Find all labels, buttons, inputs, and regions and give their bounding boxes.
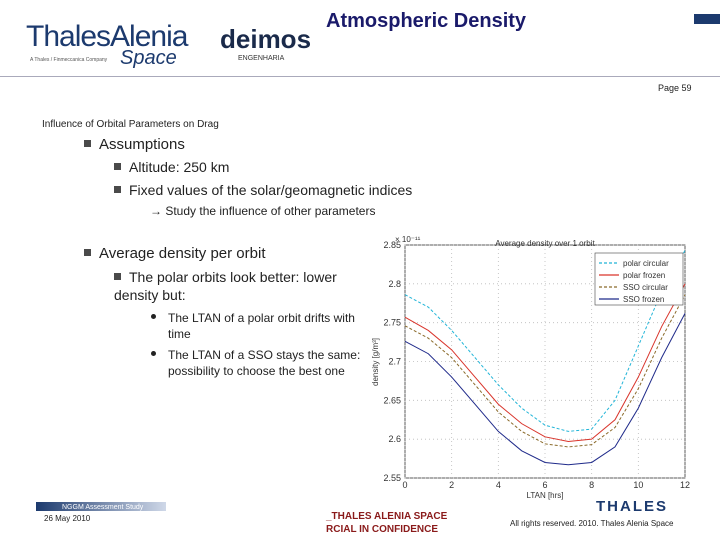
y-axis-label: density [g/m³] <box>371 338 380 386</box>
series-line <box>404 283 686 443</box>
x-tick-label: 2 <box>449 480 454 490</box>
sub-sub-bullet-text: The LTAN of a SSO stays the same: possib… <box>168 348 361 378</box>
bullet: Average density per orbit <box>84 245 266 262</box>
footer-brand: THALES <box>596 498 668 515</box>
section-title: Influence of Orbital Parameters on Drag <box>42 119 219 130</box>
sub-sub-bullet: The LTAN of a SSO stays the same: possib… <box>151 347 364 379</box>
y-tick-label: 2.8 <box>388 279 401 289</box>
x-tick-label: 0 <box>402 480 407 490</box>
legend-label: polar circular <box>623 259 669 268</box>
sub-sub-bullet: The LTAN of a polar orbit drifts with ti… <box>151 310 364 342</box>
header-line <box>0 76 720 77</box>
y-tick-label: 2.85 <box>383 240 401 250</box>
y-tick-label: 2.6 <box>388 434 401 444</box>
footer-confidential: RCIAL IN CONFIDENCE <box>326 524 439 535</box>
sub-bullet-text: The polar orbits look better: lower dens… <box>114 269 337 303</box>
logo-main: ThalesAlenia <box>26 20 188 53</box>
partner-sub: ENGENHARIA <box>238 55 285 62</box>
sub-bullet: Fixed values of the solar/geomagnetic in… <box>114 182 412 198</box>
sub-bullet: The polar orbits look better: lower dens… <box>114 268 354 304</box>
logo-space: Space <box>120 47 177 69</box>
series-line <box>404 294 686 448</box>
chart-title: Average density over 1 orbit <box>495 239 595 248</box>
legend-label: polar frozen <box>623 271 665 280</box>
series-line <box>404 250 686 432</box>
x-tick-label: 8 <box>589 480 594 490</box>
x-tick-label: 6 <box>542 480 547 490</box>
footer-rights: All rights reserved. 2010. Thales Alenia… <box>510 519 674 528</box>
y-tick-label: 2.65 <box>383 395 401 405</box>
footer-company: _THALES ALENIA SPACE <box>326 511 448 522</box>
chart: 2.55 2.6 2.65 2.7 2.75 2.8 2.85 0 2 4 6 8 10 12 Averag… <box>371 235 690 500</box>
footer-date: 26 May 2010 <box>44 514 91 523</box>
x-axis-label: LTAN [hrs] <box>526 491 563 500</box>
sub-bullet: Altitude: 250 km <box>114 159 229 175</box>
y-tick-label: 2.75 <box>383 318 401 328</box>
bullet: Assumptions <box>84 136 185 153</box>
sub-bullet-text: Altitude: 250 km <box>129 159 230 175</box>
y-tick-label: 2.7 <box>388 357 401 367</box>
footer-bar <box>36 502 166 511</box>
note: → Study the influence of other parameter… <box>150 204 376 218</box>
y-exponent: × 10⁻¹¹ <box>395 235 421 244</box>
slide-title: Atmospheric Density <box>326 10 527 32</box>
legend-label: SSO frozen <box>623 295 664 304</box>
y-tick-label: 2.55 <box>383 473 401 483</box>
bullet-text: Average density per orbit <box>99 245 266 262</box>
x-tick-label: 4 <box>496 480 501 490</box>
corner-bar <box>694 14 720 24</box>
bullet-text: Assumptions <box>99 136 185 153</box>
sub-bullet-text: Fixed values of the solar/geomagnetic in… <box>129 182 413 198</box>
legend-box <box>594 252 684 306</box>
partner-logo: deimos <box>220 24 312 54</box>
sub-sub-bullet-text: The LTAN of a polar orbit drifts with ti… <box>168 311 355 341</box>
logo-tagline: A Thales / Finmeccanica Company <box>30 57 108 63</box>
legend-label: SSO circular <box>623 283 668 292</box>
x-tick-label: 10 <box>633 480 643 490</box>
x-tick-label: 12 <box>680 480 690 490</box>
footer-study: NGGM Assessment Study <box>62 504 144 511</box>
page-number: Page 59 <box>658 83 692 93</box>
series-line <box>404 313 686 466</box>
